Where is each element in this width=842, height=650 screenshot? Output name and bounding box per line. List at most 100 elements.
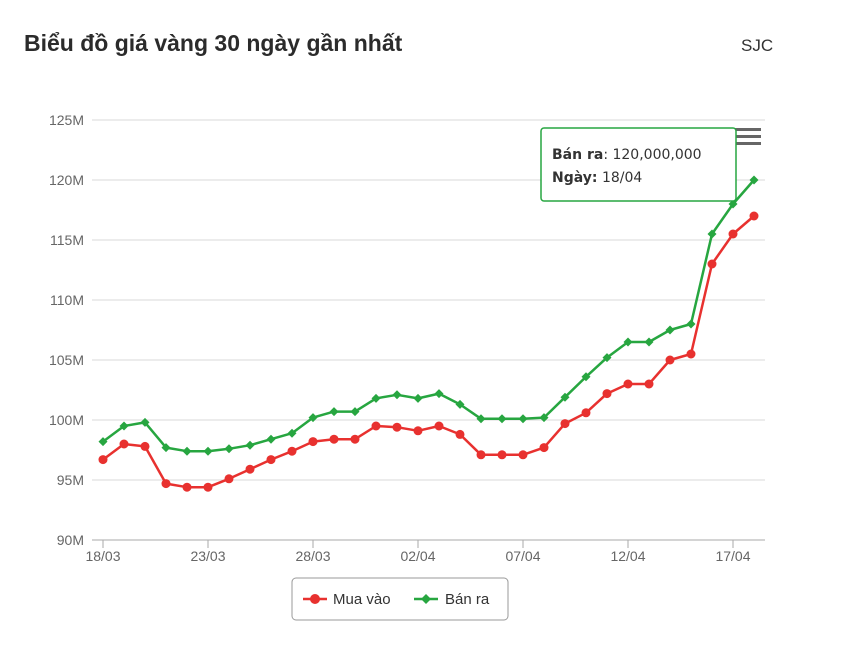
data-point-ban-ra[interactable]: [665, 325, 675, 335]
tooltip-date-label: Ngày:: [552, 170, 597, 186]
data-point-mua-vao[interactable]: [119, 439, 129, 449]
data-point-ban-ra[interactable]: [161, 443, 171, 453]
data-point-mua-vao[interactable]: [98, 455, 108, 465]
y-axis-ticks: 90M 95M 100M 105M 110M 115M 120M 125M: [49, 112, 84, 548]
data-point-ban-ra[interactable]: [119, 421, 129, 431]
data-point-ban-ra[interactable]: [497, 414, 507, 424]
data-point-mua-vao[interactable]: [728, 229, 738, 239]
legend-label-mua-vao: Mua vào: [333, 591, 391, 608]
grid-layer: [92, 119, 765, 541]
svg-text:Ngày: 18/04: Ngày: 18/04: [552, 170, 642, 186]
x-tick-label: 12/04: [610, 548, 645, 564]
data-point-ban-ra[interactable]: [518, 414, 528, 424]
tooltip-value: 120,000,000: [612, 147, 701, 163]
data-point-ban-ra[interactable]: [371, 393, 381, 403]
data-point-mua-vao[interactable]: [602, 389, 612, 399]
series-ban-ra: [98, 175, 759, 456]
data-point-mua-vao[interactable]: [350, 434, 360, 444]
x-tick-label: 17/04: [715, 548, 750, 564]
data-point-ban-ra[interactable]: [581, 372, 591, 382]
data-point-mua-vao[interactable]: [329, 434, 339, 444]
data-point-ban-ra[interactable]: [182, 446, 192, 456]
data-point-mua-vao[interactable]: [686, 349, 696, 359]
tooltip-colon: :: [603, 147, 612, 163]
data-point-ban-ra[interactable]: [308, 413, 318, 423]
data-point-ban-ra[interactable]: [434, 389, 444, 399]
y-tick-label: 95M: [57, 472, 84, 488]
data-point-mua-vao[interactable]: [560, 419, 570, 429]
data-point-ban-ra[interactable]: [350, 407, 360, 417]
data-point-ban-ra[interactable]: [707, 229, 717, 239]
data-point-ban-ra[interactable]: [224, 444, 234, 454]
y-tick-label: 110M: [50, 292, 84, 308]
data-point-ban-ra[interactable]: [266, 434, 276, 444]
data-point-mua-vao[interactable]: [182, 482, 192, 492]
data-point-mua-vao[interactable]: [413, 426, 423, 436]
data-point-ban-ra[interactable]: [602, 353, 612, 363]
tooltip-series-label: Bán ra: [552, 147, 603, 163]
x-axis-ticks: 18/03 23/03 28/03 02/04 07/04 12/04 17/04: [85, 540, 751, 564]
data-point-ban-ra[interactable]: [287, 428, 297, 438]
data-point-ban-ra[interactable]: [245, 440, 255, 450]
data-point-mua-vao[interactable]: [623, 379, 633, 389]
data-point-mua-vao[interactable]: [749, 211, 759, 221]
x-tick-label: 02/04: [400, 548, 435, 564]
data-point-mua-vao[interactable]: [308, 437, 318, 447]
series-line-ban-ra: [102, 179, 755, 453]
x-tick-label: 23/03: [190, 548, 225, 564]
data-point-mua-vao[interactable]: [245, 464, 255, 474]
data-point-mua-vao[interactable]: [392, 422, 402, 432]
svg-text:Bán ra: 120,000,000: Bán ra: 120,000,000: [552, 147, 702, 163]
data-point-mua-vao[interactable]: [665, 355, 675, 365]
tooltip: Bán ra: 120,000,000 Ngày: 18/04: [540, 127, 737, 202]
data-point-mua-vao[interactable]: [707, 259, 717, 269]
y-tick-label: 115M: [50, 232, 84, 248]
data-point-mua-vao[interactable]: [455, 429, 465, 439]
data-point-ban-ra[interactable]: [455, 399, 465, 409]
data-point-mua-vao[interactable]: [434, 421, 444, 431]
data-point-ban-ra[interactable]: [623, 337, 633, 347]
hamburger-menu-icon[interactable]: [735, 128, 761, 145]
data-point-mua-vao[interactable]: [518, 450, 528, 460]
legend-marker-ban-ra: [421, 594, 431, 604]
legend: Mua vào Bán ra: [291, 577, 509, 621]
data-point-ban-ra[interactable]: [140, 417, 150, 427]
data-point-mua-vao[interactable]: [497, 450, 507, 460]
data-point-mua-vao[interactable]: [266, 455, 276, 465]
series-line-mua-vao: [102, 215, 755, 489]
data-point-ban-ra[interactable]: [539, 413, 549, 423]
brand-label: SJC: [741, 36, 774, 55]
legend-item-ban-ra[interactable]: Bán ra: [414, 591, 490, 608]
data-point-ban-ra[interactable]: [392, 390, 402, 400]
y-tick-label: 120M: [49, 172, 84, 188]
data-point-mua-vao[interactable]: [224, 474, 234, 484]
data-point-mua-vao[interactable]: [287, 446, 297, 456]
data-point-ban-ra[interactable]: [686, 319, 696, 329]
data-point-ban-ra[interactable]: [413, 393, 423, 403]
data-point-ban-ra[interactable]: [203, 446, 213, 456]
x-tick-label: 07/04: [505, 548, 540, 564]
data-point-mua-vao[interactable]: [644, 379, 654, 389]
legend-marker-mua-vao: [310, 594, 320, 604]
data-point-ban-ra[interactable]: [560, 392, 570, 402]
data-point-mua-vao[interactable]: [476, 450, 486, 460]
data-point-ban-ra[interactable]: [476, 414, 486, 424]
data-point-mua-vao[interactable]: [161, 479, 171, 489]
series-layer: [98, 175, 759, 492]
data-point-ban-ra[interactable]: [329, 407, 339, 417]
legend-item-mua-vao[interactable]: Mua vào: [303, 591, 391, 608]
y-tick-label: 105M: [49, 352, 84, 368]
data-point-ban-ra[interactable]: [98, 437, 108, 447]
series-mua-vao: [98, 211, 759, 492]
data-point-mua-vao[interactable]: [581, 408, 591, 418]
page-title: Biểu đồ giá vàng 30 ngày gần nhất: [24, 30, 403, 56]
data-point-ban-ra[interactable]: [749, 175, 759, 185]
data-point-mua-vao[interactable]: [371, 421, 381, 431]
data-point-mua-vao[interactable]: [203, 482, 213, 492]
data-point-mua-vao[interactable]: [140, 441, 150, 451]
data-point-mua-vao[interactable]: [539, 443, 549, 453]
legend-label-ban-ra: Bán ra: [445, 591, 490, 608]
data-point-ban-ra[interactable]: [644, 337, 654, 347]
y-tick-label: 125M: [49, 112, 84, 128]
